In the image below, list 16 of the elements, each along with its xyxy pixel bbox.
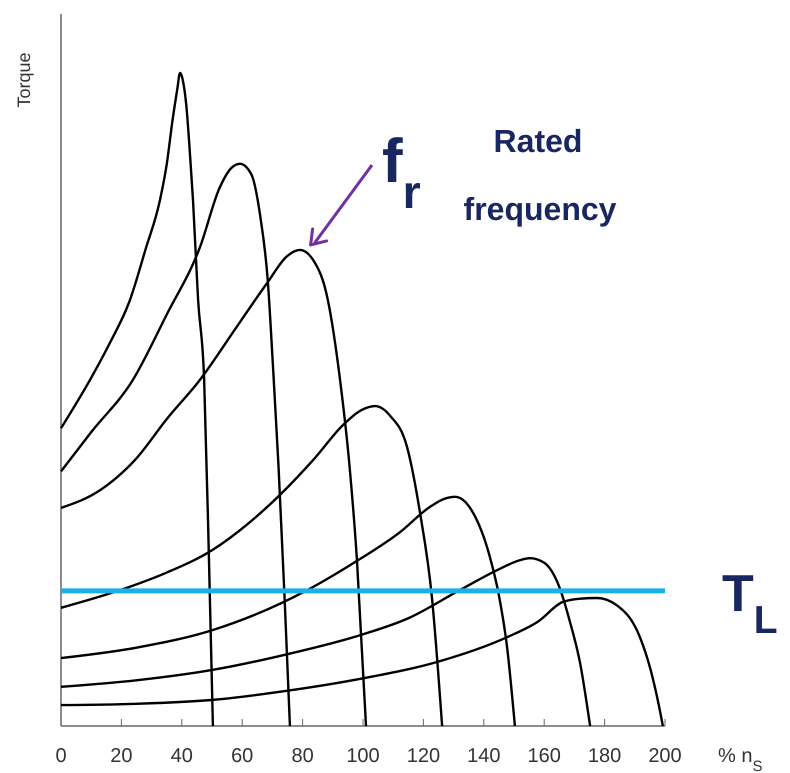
x-tick-label: 100 xyxy=(346,745,380,767)
y-axis-title: Torque xyxy=(14,52,34,108)
annotation: f$_{r}$ xyxy=(382,127,421,218)
x-tick-label: 120 xyxy=(406,745,440,767)
annotation: Rated frequency xyxy=(464,123,617,227)
x-tick-label: 40 xyxy=(170,745,193,767)
x-tick-label: 160 xyxy=(528,745,561,767)
x-tick-label: 180 xyxy=(588,745,622,767)
x-axis-title: % n$_{S}$ xyxy=(718,745,762,773)
x-tick-label: 140 xyxy=(467,745,500,767)
x-tick-label: 200 xyxy=(648,745,682,767)
x-tick-label: 80 xyxy=(291,745,314,767)
x-tick-label: 0 xyxy=(55,745,67,767)
x-tick-label: 60 xyxy=(231,745,254,767)
ref-line-label: T$_{L}$ xyxy=(722,564,778,642)
x-tick-label: 20 xyxy=(110,745,133,767)
